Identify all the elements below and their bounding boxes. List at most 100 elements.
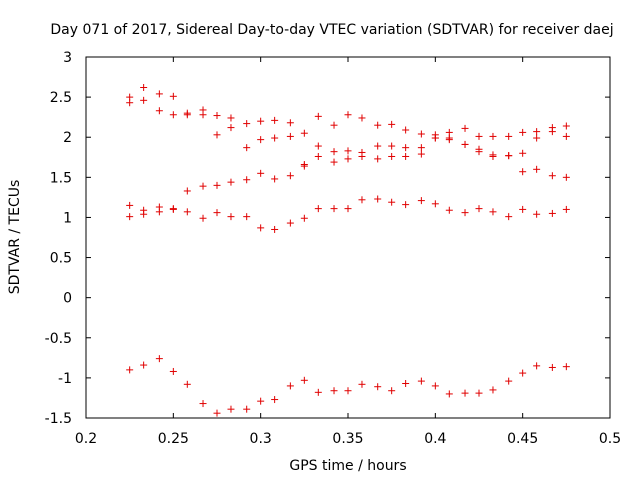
data-points	[126, 83, 570, 417]
data-point	[271, 134, 279, 142]
y-tick-label: 0.5	[50, 251, 72, 267]
x-tick-label: 0.3	[250, 431, 272, 447]
data-point	[417, 144, 425, 152]
data-point	[183, 187, 191, 195]
y-axis-label: SDTVAR / TECUs	[7, 180, 23, 295]
data-point	[562, 132, 570, 140]
x-tick-label: 0.25	[158, 431, 189, 447]
data-point	[402, 380, 410, 388]
data-point	[402, 201, 410, 209]
data-point	[213, 409, 221, 417]
data-point	[140, 83, 148, 91]
data-point	[227, 178, 235, 186]
data-point	[199, 111, 207, 119]
data-point	[344, 205, 352, 213]
data-point	[374, 155, 382, 163]
data-point	[126, 366, 134, 374]
data-point	[562, 122, 570, 130]
data-point	[271, 116, 279, 124]
data-point	[213, 131, 221, 139]
data-point	[330, 148, 338, 156]
data-point	[126, 213, 134, 221]
data-point	[140, 96, 148, 104]
data-point	[227, 405, 235, 413]
data-point	[519, 369, 527, 377]
data-point	[286, 219, 294, 227]
data-point	[140, 361, 148, 369]
data-point	[562, 363, 570, 371]
data-point	[388, 142, 396, 150]
data-point	[431, 382, 439, 390]
x-tick-label: 0.4	[424, 431, 446, 447]
data-point	[344, 111, 352, 119]
data-point	[314, 205, 322, 213]
data-point	[533, 128, 541, 136]
data-point	[344, 147, 352, 155]
data-point	[330, 387, 338, 395]
data-point	[300, 129, 308, 137]
data-point	[213, 181, 221, 189]
data-point	[489, 386, 497, 394]
data-point	[314, 142, 322, 150]
data-point	[374, 142, 382, 150]
data-point	[155, 208, 163, 216]
data-point	[169, 92, 177, 100]
x-tick-label: 0.5	[599, 431, 621, 447]
y-tick-label: 2.5	[50, 90, 72, 106]
data-point	[417, 197, 425, 205]
data-point	[183, 380, 191, 388]
data-point	[431, 134, 439, 142]
data-point	[358, 114, 366, 122]
data-point	[374, 121, 382, 129]
data-point	[475, 389, 483, 397]
data-point	[374, 195, 382, 203]
y-tick-label: 0	[63, 291, 72, 307]
data-point	[344, 155, 352, 163]
data-point	[548, 363, 556, 371]
data-point	[330, 121, 338, 129]
data-point	[374, 383, 382, 391]
data-point	[257, 169, 265, 177]
data-point	[169, 205, 177, 213]
data-point	[548, 209, 556, 217]
data-point	[519, 205, 527, 213]
data-point	[358, 196, 366, 204]
y-tick-label: 1	[63, 210, 72, 226]
data-point	[199, 182, 207, 190]
data-point	[286, 132, 294, 140]
data-point	[243, 176, 251, 184]
y-tick-label: -1	[58, 371, 72, 387]
data-point	[505, 152, 513, 160]
data-point	[227, 213, 235, 221]
data-point	[227, 114, 235, 122]
data-point	[533, 210, 541, 218]
data-point	[330, 205, 338, 213]
data-point	[417, 377, 425, 385]
data-point	[286, 382, 294, 390]
data-point	[271, 175, 279, 183]
data-point	[257, 224, 265, 232]
data-point	[126, 201, 134, 209]
data-point	[431, 200, 439, 208]
data-point	[519, 168, 527, 176]
data-point	[461, 209, 469, 217]
data-point	[126, 99, 134, 107]
x-axis-label: GPS time / hours	[289, 458, 406, 474]
data-point	[257, 117, 265, 125]
data-point	[155, 107, 163, 115]
data-point	[358, 152, 366, 160]
data-point	[243, 120, 251, 128]
data-point	[533, 165, 541, 173]
series-upper-a	[126, 83, 570, 140]
data-point	[533, 362, 541, 370]
axis-tick-labels: 0.2 0.25 0.3 0.35 0.4 0.45 0.5 3 2.5 2 1.5 1 0.5 0 -0.…	[45, 50, 621, 447]
data-point	[388, 198, 396, 206]
series-lower	[126, 195, 570, 233]
x-tick-label: 0.2	[75, 431, 97, 447]
data-point	[505, 377, 513, 385]
data-point	[183, 208, 191, 216]
data-point	[445, 206, 453, 214]
data-point	[489, 151, 497, 159]
data-point	[475, 145, 483, 153]
